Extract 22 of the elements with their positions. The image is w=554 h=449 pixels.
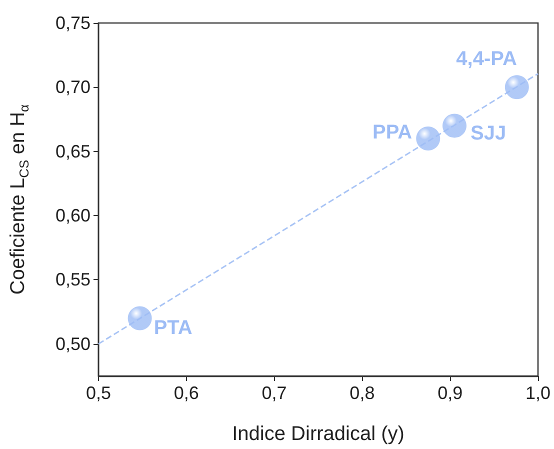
point — [416, 126, 440, 151]
y-tick-label: 0,70 — [55, 77, 90, 98]
point — [504, 75, 529, 100]
y-tick-label: 0,65 — [55, 141, 90, 162]
annotation: PTA — [154, 317, 192, 340]
y-tick-label: 0,75 — [55, 13, 90, 33]
annotation: PPA — [372, 122, 412, 144]
x-tick-label: 1,0 — [525, 383, 551, 403]
x-tick-label: 0,8 — [350, 383, 375, 403]
y-tick-label: 0,55 — [55, 270, 90, 290]
x-tick-label: 0,5 — [86, 383, 112, 403]
y-axis-title: Coeficiente LCS en Hα — [7, 104, 32, 295]
annotation: 4,4-PA — [456, 48, 517, 70]
x-axis-title: Indice Dirradical (y) — [232, 423, 404, 445]
x-tick-label: 0,7 — [262, 383, 287, 403]
y-tick-label: 0,50 — [55, 334, 90, 354]
x-tick-label: 0,6 — [174, 383, 199, 403]
x-tick-label: 0,9 — [438, 383, 463, 403]
point — [442, 114, 466, 138]
point — [128, 306, 152, 330]
y-tick-label: 0,60 — [55, 206, 90, 226]
annotation: SJJ — [470, 122, 506, 145]
